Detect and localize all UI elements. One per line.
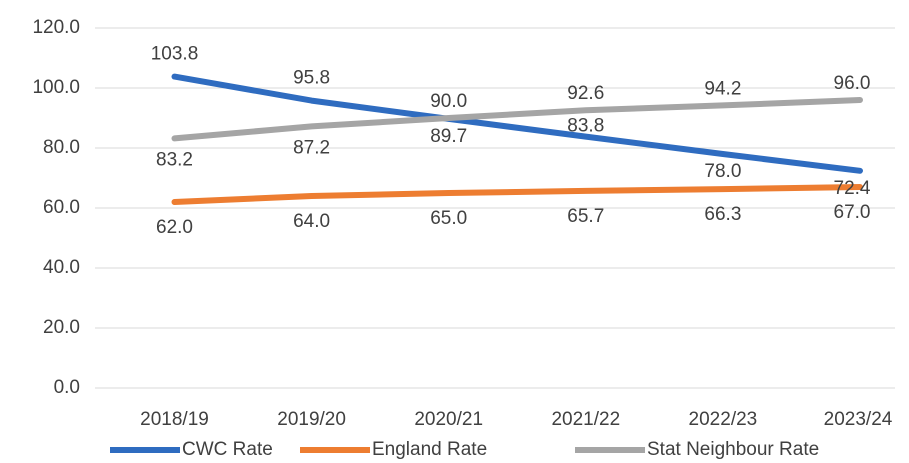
data-label: 72.4 — [834, 178, 871, 199]
x-tick-label: 2023/24 — [824, 409, 893, 430]
legend-label: Stat Neighbour Rate — [647, 439, 819, 460]
data-label: 65.7 — [567, 206, 604, 227]
data-label: 83.2 — [156, 149, 193, 170]
y-tick-label: 80.0 — [43, 137, 80, 158]
data-label: 90.0 — [430, 91, 467, 112]
x-tick-label: 2021/22 — [551, 409, 620, 430]
data-label: 95.8 — [293, 68, 330, 89]
legend-label: CWC Rate — [182, 439, 273, 460]
x-tick-label: 2019/20 — [277, 409, 346, 430]
data-label: 89.7 — [430, 126, 467, 147]
data-label: 87.2 — [293, 137, 330, 158]
line — [171, 97, 863, 142]
x-tick-label: 2018/19 — [140, 409, 209, 430]
data-label: 65.0 — [430, 208, 467, 229]
y-tick-label: 120.0 — [32, 17, 80, 38]
data-label: 103.8 — [151, 44, 199, 65]
y-tick-label: 40.0 — [43, 257, 80, 278]
y-tick-label: 60.0 — [43, 197, 80, 218]
x-tick-label: 2022/23 — [689, 409, 758, 430]
data-label: 92.6 — [567, 83, 604, 104]
line — [171, 184, 863, 205]
legend-label: England Rate — [372, 439, 487, 460]
data-label: 78.0 — [704, 161, 741, 182]
data-label: 96.0 — [834, 73, 871, 94]
data-label: 64.0 — [293, 211, 330, 232]
data-label: 62.0 — [156, 217, 193, 238]
line — [171, 73, 863, 174]
y-tick-label: 0.0 — [54, 377, 80, 398]
x-tick-label: 2020/21 — [414, 409, 483, 430]
data-label: 66.3 — [704, 204, 741, 225]
data-label: 83.8 — [567, 116, 604, 137]
data-label: 67.0 — [834, 202, 871, 223]
y-tick-label: 100.0 — [32, 77, 80, 98]
y-tick-label: 20.0 — [43, 317, 80, 338]
data-label: 94.2 — [704, 78, 741, 99]
